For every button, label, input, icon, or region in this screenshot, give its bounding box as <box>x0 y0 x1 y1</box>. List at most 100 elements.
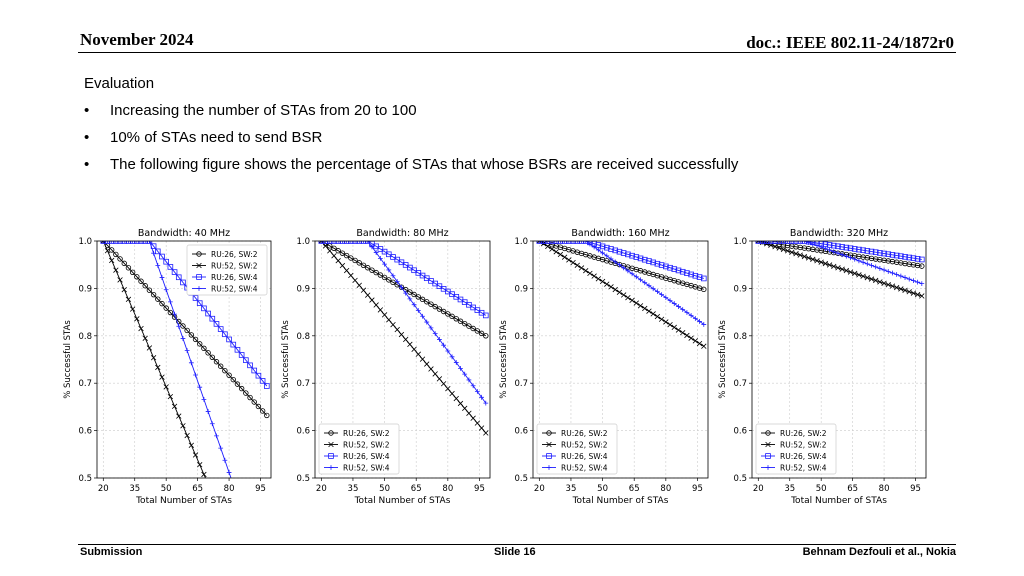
slide-body: Evaluation • Increasing the number of ST… <box>84 70 738 178</box>
data-point <box>898 286 904 292</box>
data-point <box>134 241 140 244</box>
plot-area <box>536 241 707 349</box>
data-point <box>335 258 341 264</box>
y-tick-label: 0.5 <box>296 474 310 484</box>
data-point <box>129 269 136 276</box>
x-tick-label: 80 <box>224 484 235 494</box>
data-point <box>914 291 921 298</box>
data-point <box>478 330 485 337</box>
series-line <box>539 241 705 347</box>
data-point <box>457 400 464 407</box>
x-tick-label: 35 <box>566 484 577 494</box>
data-point <box>105 241 110 244</box>
data-point <box>445 311 451 317</box>
legend-label: RU:26, SW:2 <box>780 429 827 438</box>
data-point <box>860 247 866 254</box>
data-point <box>658 262 665 268</box>
legend-label: RU:52, SW:4 <box>343 464 390 473</box>
data-point <box>633 300 639 306</box>
data-point <box>688 271 694 278</box>
legend-marker <box>546 430 552 436</box>
data-point <box>637 255 644 262</box>
y-tick-label: 0.7 <box>514 379 528 389</box>
y-tick-label: 0.8 <box>78 332 92 342</box>
data-point <box>222 331 228 338</box>
header-divider <box>78 52 956 53</box>
y-axis-label: % Successful STAs <box>281 320 291 399</box>
data-point <box>603 244 610 251</box>
data-point <box>470 383 476 389</box>
data-point <box>856 258 862 264</box>
data-point <box>449 354 455 360</box>
x-axis-label: Total Number of STAs <box>135 496 232 506</box>
data-point <box>134 274 140 280</box>
data-point <box>881 280 887 286</box>
data-point <box>898 273 904 279</box>
data-point <box>150 355 157 361</box>
data-point <box>399 284 404 290</box>
data-point <box>667 264 673 271</box>
data-point <box>843 267 850 274</box>
data-point <box>595 247 601 253</box>
data-point <box>684 270 690 276</box>
data-point <box>146 287 153 293</box>
legend-label: RU:52, SW:4 <box>211 285 258 294</box>
data-point <box>117 241 123 244</box>
x-axis-label: Total Number of STAs <box>572 496 669 506</box>
data-point <box>352 277 358 284</box>
data-point <box>146 345 153 351</box>
data-point <box>386 267 392 273</box>
data-point <box>621 265 627 271</box>
data-point <box>172 311 177 317</box>
data-point <box>697 319 702 324</box>
y-tick-label: 0.7 <box>733 379 747 389</box>
data-point <box>348 255 354 261</box>
legend-marker <box>328 465 334 470</box>
data-point <box>583 267 589 274</box>
data-point <box>197 384 203 390</box>
data-point <box>159 374 165 380</box>
data-point <box>197 462 203 468</box>
data-point <box>176 318 182 325</box>
data-point <box>617 262 622 268</box>
data-point <box>583 241 589 244</box>
x-tick-label: 50 <box>161 484 172 494</box>
y-tick-label: 0.8 <box>296 332 310 342</box>
data-point <box>675 267 682 274</box>
data-point <box>373 269 379 276</box>
data-point <box>911 278 916 284</box>
data-point <box>864 261 870 267</box>
legend-marker <box>328 453 334 459</box>
data-point <box>184 327 190 334</box>
legend-label: RU:26, SW:4 <box>780 452 827 461</box>
x-tick-label: 50 <box>379 484 390 494</box>
data-point <box>142 283 148 289</box>
data-point <box>155 262 161 268</box>
data-point <box>192 452 199 458</box>
chart-title: Bandwidth: 320 MHz <box>790 228 888 239</box>
data-point <box>201 471 207 478</box>
header-date: November 2024 <box>80 30 194 49</box>
data-point <box>432 331 438 337</box>
legend-label: RU:26, SW:2 <box>561 429 608 438</box>
data-point <box>562 241 568 244</box>
x-tick-label: 20 <box>753 484 764 494</box>
data-point <box>906 289 912 295</box>
chart-title: Bandwidth: 160 MHz <box>571 228 669 239</box>
data-point <box>793 241 799 244</box>
data-point <box>658 316 665 322</box>
data-point <box>629 252 635 259</box>
data-point <box>608 284 614 290</box>
data-point <box>629 271 635 277</box>
legend-label: RU:26, SW:4 <box>211 273 258 282</box>
legend-box <box>318 423 400 475</box>
data-point <box>873 277 879 284</box>
data-point <box>377 272 384 278</box>
data-point <box>591 273 597 279</box>
data-point <box>474 420 481 426</box>
data-point <box>847 269 854 275</box>
data-point <box>566 257 572 263</box>
data-point <box>625 268 631 274</box>
data-point <box>671 266 678 272</box>
